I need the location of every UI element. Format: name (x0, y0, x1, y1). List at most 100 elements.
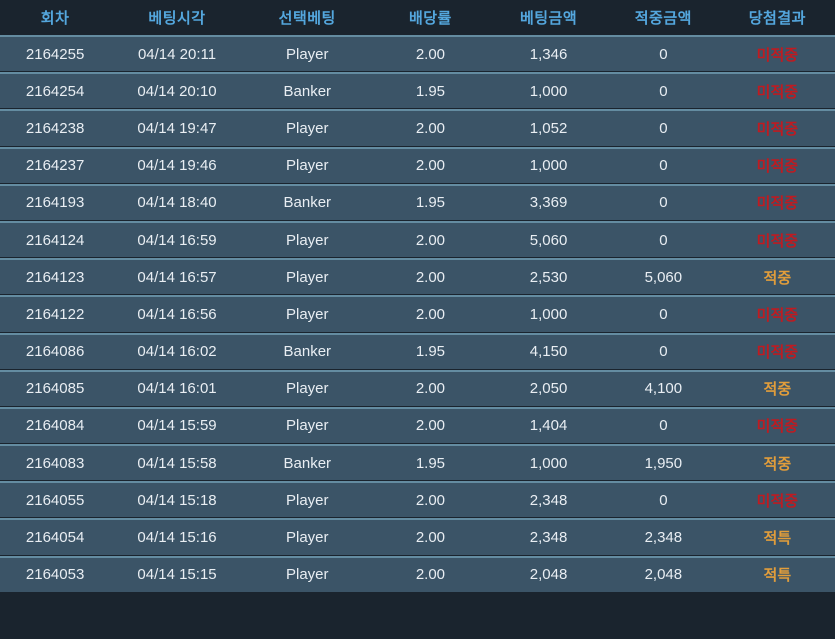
cell-pick: Player (243, 109, 371, 147)
cell-result: 적특 (719, 518, 835, 556)
cell-win-amount: 2,048 (607, 555, 720, 593)
cell-win-amount: 0 (607, 332, 720, 370)
cell-bet-amount: 4,150 (490, 332, 607, 370)
cell-odds: 2.00 (370, 369, 491, 407)
cell-win-amount: 0 (607, 183, 720, 221)
cell-result: 미적중 (719, 406, 835, 445)
table-row: 2164083 04/14 15:58 Banker 1.95 1,000 1,… (0, 444, 835, 482)
cell-odds: 2.00 (370, 146, 491, 184)
cell-odds: 2.00 (370, 518, 491, 556)
cell-odds: 2.00 (370, 295, 491, 333)
header-row: 회차 베팅시각 선택베팅 배당률 베팅금액 적중금액 당첨결과 (0, 0, 835, 35)
cell-result: 미적중 (719, 146, 835, 184)
cell-pick: Player (243, 146, 371, 184)
cell-bet-amount: 3,369 (490, 183, 607, 221)
cell-time: 04/14 15:18 (110, 481, 244, 519)
table-row: 2164193 04/14 18:40 Banker 1.95 3,369 0 … (0, 183, 835, 221)
cell-odds: 1.95 (370, 183, 491, 221)
table-header: 회차 베팅시각 선택베팅 배당률 베팅금액 적중금액 당첨결과 (0, 0, 835, 35)
cell-time: 04/14 19:46 (110, 146, 244, 184)
cell-result: 적중 (719, 369, 835, 407)
cell-pick: Banker (243, 444, 371, 482)
table-row: 2164237 04/14 19:46 Player 2.00 1,000 0 … (0, 146, 835, 184)
cell-round: 2164086 (0, 332, 111, 370)
cell-odds: 2.00 (370, 481, 491, 519)
cell-time: 04/14 20:10 (110, 72, 244, 110)
cell-pick: Player (243, 220, 371, 259)
column-header-win-amount: 적중금액 (607, 0, 720, 35)
cell-time: 04/14 15:15 (110, 555, 244, 593)
table-row: 2164122 04/14 16:56 Player 2.00 1,000 0 … (0, 295, 835, 333)
cell-round: 2164083 (0, 444, 111, 482)
cell-odds: 2.00 (370, 35, 491, 73)
cell-pick: Player (243, 295, 371, 333)
cell-win-amount: 0 (607, 220, 720, 259)
cell-bet-amount: 1,000 (490, 146, 607, 184)
cell-bet-amount: 5,060 (490, 220, 607, 259)
table-row: 2164124 04/14 16:59 Player 2.00 5,060 0 … (0, 220, 835, 259)
cell-win-amount: 5,060 (607, 258, 720, 296)
cell-win-amount: 0 (607, 481, 720, 519)
cell-odds: 1.95 (370, 332, 491, 370)
cell-pick: Player (243, 369, 371, 407)
cell-round: 2164122 (0, 295, 111, 333)
cell-odds: 1.95 (370, 444, 491, 482)
cell-bet-amount: 1,000 (490, 72, 607, 110)
cell-pick: Player (243, 555, 371, 593)
cell-result: 미적중 (719, 481, 835, 519)
cell-bet-amount: 2,348 (490, 518, 607, 556)
column-header-pick: 선택베팅 (243, 0, 371, 35)
cell-time: 04/14 19:47 (110, 109, 244, 147)
cell-win-amount: 0 (607, 35, 720, 73)
cell-round: 2164053 (0, 555, 111, 593)
cell-win-amount: 0 (607, 295, 720, 333)
table-row: 2164123 04/14 16:57 Player 2.00 2,530 5,… (0, 258, 835, 296)
cell-round: 2164255 (0, 35, 111, 73)
cell-result: 미적중 (719, 109, 835, 147)
cell-odds: 1.95 (370, 72, 491, 110)
cell-round: 2164238 (0, 109, 111, 147)
cell-result: 미적중 (719, 332, 835, 370)
cell-round: 2164254 (0, 72, 111, 110)
cell-win-amount: 0 (607, 109, 720, 147)
column-header-time: 베팅시각 (110, 0, 244, 35)
cell-round: 2164237 (0, 146, 111, 184)
cell-win-amount: 0 (607, 146, 720, 184)
cell-time: 04/14 18:40 (110, 183, 244, 221)
cell-round: 2164123 (0, 258, 111, 296)
column-header-result: 당첨결과 (719, 0, 835, 35)
cell-time: 04/14 15:58 (110, 444, 244, 482)
cell-result: 미적중 (719, 295, 835, 333)
cell-result: 미적중 (719, 72, 835, 110)
cell-time: 04/14 16:56 (110, 295, 244, 333)
cell-win-amount: 0 (607, 72, 720, 110)
cell-win-amount: 2,348 (607, 518, 720, 556)
cell-result: 미적중 (719, 220, 835, 259)
cell-time: 04/14 15:59 (110, 406, 244, 445)
cell-pick: Player (243, 518, 371, 556)
cell-bet-amount: 1,052 (490, 109, 607, 147)
cell-win-amount: 0 (607, 406, 720, 445)
cell-bet-amount: 1,000 (490, 444, 607, 482)
cell-round: 2164085 (0, 369, 111, 407)
cell-bet-amount: 1,346 (490, 35, 607, 73)
cell-odds: 2.00 (370, 258, 491, 296)
cell-result: 적특 (719, 555, 835, 593)
cell-pick: Player (243, 258, 371, 296)
cell-odds: 2.00 (370, 109, 491, 147)
column-header-odds: 배당률 (370, 0, 491, 35)
cell-win-amount: 1,950 (607, 444, 720, 482)
cell-win-amount: 4,100 (607, 369, 720, 407)
cell-round: 2164124 (0, 220, 111, 259)
table-row: 2164054 04/14 15:16 Player 2.00 2,348 2,… (0, 518, 835, 556)
table-row: 2164055 04/14 15:18 Player 2.00 2,348 0 … (0, 481, 835, 519)
table-row: 2164053 04/14 15:15 Player 2.00 2,048 2,… (0, 555, 835, 593)
cell-odds: 2.00 (370, 220, 491, 259)
cell-time: 04/14 16:57 (110, 258, 244, 296)
cell-time: 04/14 16:59 (110, 220, 244, 259)
table-row: 2164238 04/14 19:47 Player 2.00 1,052 0 … (0, 109, 835, 147)
cell-result: 적중 (719, 444, 835, 482)
cell-round: 2164055 (0, 481, 111, 519)
cell-pick: Banker (243, 183, 371, 221)
